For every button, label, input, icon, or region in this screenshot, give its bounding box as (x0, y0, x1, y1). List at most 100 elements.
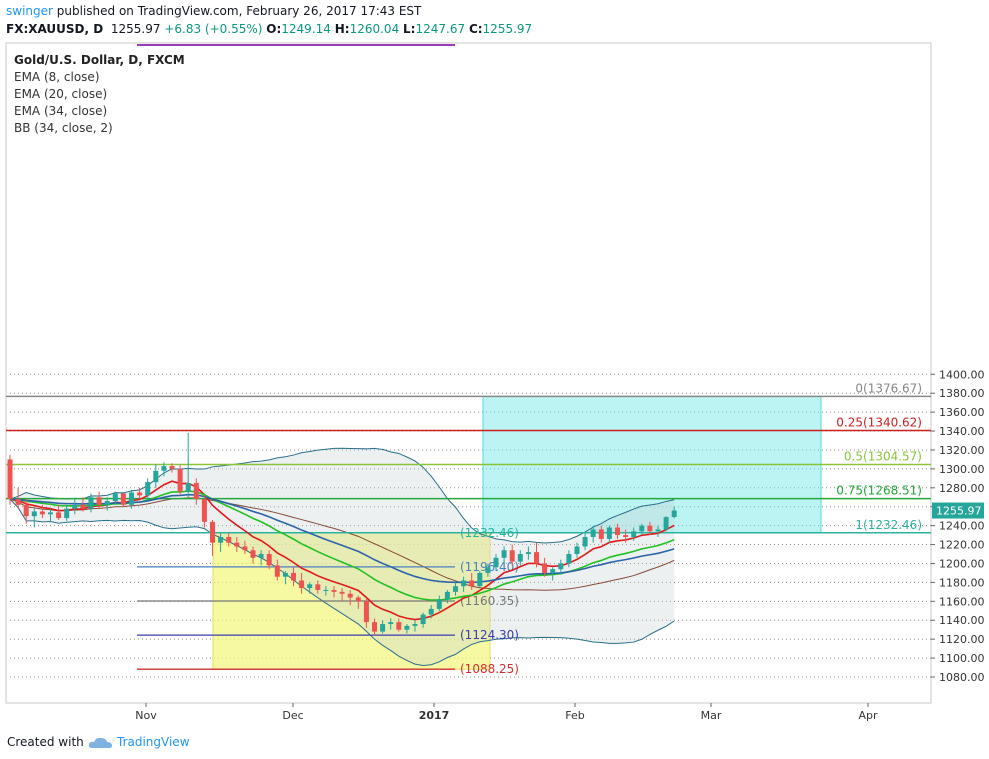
time-axis[interactable]: Nov Dec 2017 Feb Mar Apr (135, 703, 878, 722)
candle-body (485, 567, 491, 573)
price-tick-label: 1080.00 (939, 671, 985, 684)
fib-right-label: 0.75(1268.51) (836, 484, 922, 498)
last-price-tag (932, 502, 984, 519)
price-tick-label: 1180.00 (939, 576, 985, 589)
time-tick-label: Apr (858, 709, 878, 722)
fib-right-label: 0(1376.67) (855, 381, 922, 395)
footer-created: Created with (7, 735, 84, 749)
legend-item-ema20[interactable]: EMA (20, close) (14, 87, 108, 101)
username-link[interactable]: swinger (6, 4, 53, 18)
candle-body (623, 535, 629, 537)
candle-body (299, 580, 305, 589)
ohlc-line: FX:XAUUSD, D 1255.97 +6.83 (+0.55%) O:12… (6, 22, 532, 36)
candle-body (291, 572, 296, 581)
time-tick-label: Mar (701, 709, 722, 722)
candle-body (453, 586, 458, 592)
candle-body (120, 493, 126, 505)
candle-body (477, 572, 483, 587)
high-label: H: (334, 22, 350, 36)
close-value: 1255.97 (482, 22, 533, 36)
candle-body (647, 525, 653, 532)
price-chart[interactable]: (1124.30)(1160.35)(1196.40)(1232.46)(108… (0, 0, 989, 728)
price-tick-label: 1360.00 (939, 406, 985, 419)
price-tick-label: 1100.00 (939, 652, 985, 665)
candle-body (137, 492, 143, 496)
candle-body (493, 557, 499, 568)
time-tick-label: Nov (135, 709, 157, 722)
candle-body (517, 554, 523, 562)
candle-body (56, 512, 62, 519)
footer: Created with TradingView (0, 728, 989, 759)
candle-body (574, 546, 580, 555)
candle-body (250, 550, 256, 558)
candle-body (48, 512, 53, 515)
fib-left-label: (1160.35) (460, 594, 519, 608)
candle-body (420, 614, 426, 625)
fib-right-label: 1(1232.46) (855, 518, 922, 532)
candle-body (509, 550, 515, 562)
candle-body (177, 468, 183, 492)
candle-body (412, 624, 418, 626)
candle-body (590, 529, 596, 537)
fibonacci-levels: (1124.30)(1160.35)(1196.40)(1232.46)(108… (6, 44, 931, 676)
candle-body (153, 470, 159, 483)
high-value: 1260.04 (349, 22, 400, 36)
candle-body (129, 492, 134, 505)
candle-body (282, 572, 288, 577)
ema-lines (9, 480, 675, 621)
price-axis[interactable]: 1080.00 1100.00 1120.00 1140.00 1160.00 1180.… (931, 368, 985, 684)
candle-body (566, 554, 572, 564)
candle-body (671, 510, 677, 517)
candle-body (534, 552, 539, 564)
close-label: C: (468, 22, 483, 36)
price-tick-label: 1300.00 (939, 463, 985, 476)
legend-item-ema8[interactable]: EMA (8, close) (14, 70, 100, 84)
candle-body (169, 466, 175, 469)
candle-body (469, 580, 475, 587)
candle-body (96, 497, 102, 505)
candle-body (185, 483, 191, 492)
candle-body (444, 591, 450, 600)
candle-body (242, 546, 248, 551)
candle-body (396, 622, 402, 630)
candle-body (388, 622, 394, 625)
candle-body (372, 622, 377, 632)
fib-left-label: (1088.25) (460, 662, 519, 676)
legend-item-ema34[interactable]: EMA (34, close) (14, 104, 108, 118)
candle-body (218, 536, 224, 543)
candle-body (315, 584, 321, 590)
candle-body (339, 591, 345, 594)
indicator-legend: Gold/U.S. Dollar, D, FXCM EMA (8, close)… (14, 52, 185, 137)
bb-fill (10, 448, 675, 666)
fib-left-label: (1124.30) (460, 628, 519, 642)
legend-item-bb[interactable]: BB (34, close, 2) (14, 121, 113, 135)
candle-body (663, 517, 669, 530)
candle-body (501, 550, 507, 558)
bb-lower (9, 498, 675, 667)
tradingview-link[interactable]: TradingView (117, 735, 190, 749)
candle-body (331, 589, 337, 592)
candle-body (615, 527, 620, 536)
fib-right-label: 0.25(1340.62) (836, 415, 922, 429)
price-tick-label: 1120.00 (939, 633, 985, 646)
candle-body (64, 508, 70, 519)
candle-body (39, 511, 45, 515)
candle-body (380, 624, 386, 632)
price-tick-label: 1160.00 (939, 595, 985, 608)
tradingview-cloud-icon (88, 737, 112, 748)
candle-body (258, 554, 264, 558)
candle-body (542, 563, 548, 573)
price-tick-label: 1200.00 (939, 557, 985, 570)
candle-body (72, 504, 78, 509)
time-tick-label: Feb (565, 709, 584, 722)
candle-body (307, 584, 313, 589)
candle-body (145, 482, 151, 496)
candles (7, 432, 677, 636)
price-tick-label: 1400.00 (939, 368, 985, 381)
chart-header: swinger published on TradingView.com, Fe… (0, 0, 989, 42)
candle-body (80, 504, 86, 509)
publish-info: published on TradingView.com, February 2… (56, 4, 422, 18)
low-value: 1247.67 (415, 22, 466, 36)
candle-body (598, 529, 604, 539)
price-tick-label: 1240.00 (939, 520, 985, 533)
